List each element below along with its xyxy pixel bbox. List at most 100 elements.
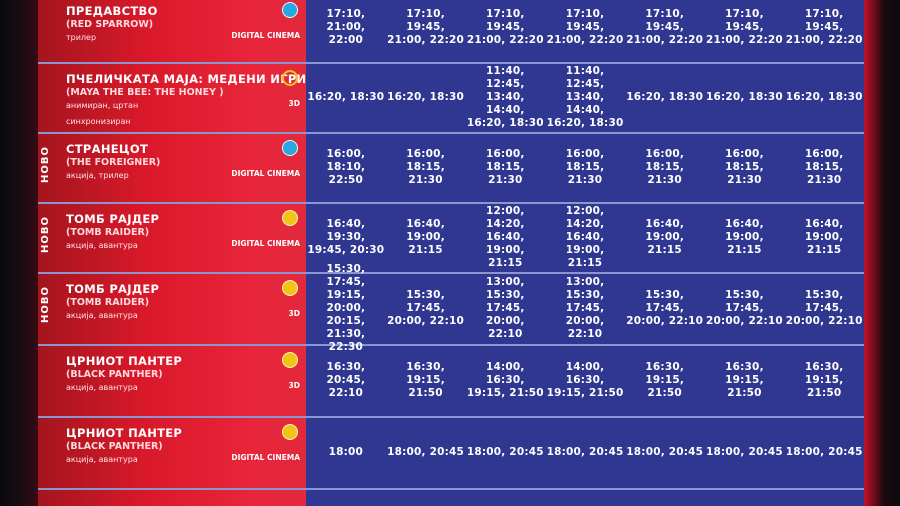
- movie-original-title: (RED SPARROW): [66, 19, 154, 30]
- showtime-cell[interactable]: 11:40, 12:45, 13:40, 14:40, 16:20, 18:30: [546, 64, 624, 129]
- showtime-cell[interactable]: 17:10, 19:45, 21:00, 22:20: [546, 7, 624, 46]
- showtime-cell[interactable]: 14:00, 16:30, 19:15, 21:50: [546, 360, 624, 399]
- rating-badge-icon: [282, 70, 298, 86]
- movie-original-title: (TOMB RAIDER): [66, 227, 150, 238]
- movie-info: ПРЕДАВСТВО (RED SPARROW) трилер DIGITAL CIN…: [38, 0, 306, 62]
- showtime-cell[interactable]: 15:30, 17:45, 20:00, 22:10: [387, 288, 465, 327]
- movie-row: НОВО ТОМБ РАЈДЕР (TOMB RAIDER) акција, аван…: [38, 202, 864, 274]
- projection-format: DIGITAL CINEMA: [231, 453, 300, 462]
- showtime-cell[interactable]: 17:10, 19:45, 21:00, 22:20: [785, 7, 863, 46]
- showtime-cell[interactable]: 12:00, 14:20, 16:40, 19:00, 21:15: [565, 204, 605, 269]
- movie-genre: акција, трилер: [66, 171, 129, 180]
- showtime-cell[interactable]: 11:40, 12:45, 13:40, 14:40, 16:20, 18:30: [466, 64, 544, 129]
- showtime-cell[interactable]: 16:20, 18:30: [387, 90, 465, 103]
- showtimes: 18:00 18:00, 20:45 18:00, 20:45 18:00, 20:4…: [306, 416, 864, 488]
- showtime-cell[interactable]: 16:30, 19:15, 21:50: [804, 360, 844, 399]
- showtime-cell[interactable]: 16:30, 20:45, 22:10: [326, 360, 366, 399]
- showtime-cell[interactable]: 15:30, 17:45, 20:00, 22:10: [785, 288, 863, 327]
- showtime-cell[interactable]: 16:00, 18:15, 21:30: [485, 147, 525, 186]
- showtime-cell[interactable]: 13:00, 15:30, 17:45, 20:00, 22:10: [565, 275, 605, 340]
- showtime-cell[interactable]: 12:00, 14:20, 16:40, 19:00, 21:15: [485, 204, 525, 269]
- showtime-cell[interactable]: 17:10, 21:00, 22:00: [326, 7, 366, 46]
- movie-genre: анимиран, цртан: [66, 101, 139, 110]
- movie-original-title: (TOMB RAIDER): [66, 297, 150, 308]
- movie-row: НОВО СТРАНЕЦОТ (THE FOREIGNER) акција, трил…: [38, 132, 864, 204]
- projection-format: 3D: [288, 309, 300, 318]
- showtime-cell[interactable]: 18:00, 20:45: [785, 445, 863, 458]
- new-release-label: НОВО: [40, 216, 51, 253]
- movie-title: ЦРНИОТ ПАНТЕР: [66, 426, 183, 440]
- showtimes: 15:30, 17:45, 19:15, 20:00, 20:15, 21:30…: [306, 262, 864, 353]
- showtime-cell[interactable]: 17:10, 19:45, 21:00, 22:20: [706, 7, 783, 46]
- showtime-cell[interactable]: 16:30, 19:15, 21:50: [725, 360, 764, 399]
- showtime-cell[interactable]: 16:30, 19:15, 21:50: [645, 360, 685, 399]
- movie-original-title: (BLACK PANTHER): [66, 441, 163, 452]
- showtime-cell[interactable]: 18:00, 20:45: [466, 445, 544, 458]
- movie-title: СТРАНЕЦОТ: [66, 142, 149, 156]
- movie-info: ЦРНИОТ ПАНТЕР (BLACK PANTHER) акција, аван…: [38, 344, 306, 416]
- showtime-cell[interactable]: 18:00, 20:45: [387, 445, 465, 458]
- showtime-cell[interactable]: 13:00, 15:30, 17:45, 20:00, 22:10: [485, 275, 525, 340]
- movie-title: ТОМБ РАЈДЕР: [66, 212, 160, 226]
- movie-title: ПРЕДАВСТВО: [66, 4, 158, 18]
- monitor-bezel-right: [864, 0, 900, 506]
- showtime-cell[interactable]: 16:00, 18:15, 21:30: [725, 147, 764, 186]
- movie-title: ТОМБ РАЈДЕР: [66, 282, 160, 296]
- showtime-cell[interactable]: 18:00, 20:45: [706, 445, 783, 458]
- new-release-label: НОВО: [40, 286, 51, 323]
- showtime-cell[interactable]: 16:20, 18:30: [706, 90, 783, 103]
- showtime-cell[interactable]: 15:30, 17:45, 20:00, 22:10: [626, 288, 704, 327]
- showtime-cell[interactable]: 18:00: [328, 445, 364, 458]
- rating-badge-icon: [282, 140, 298, 156]
- showtime-cell[interactable]: 16:40, 19:00, 21:15: [804, 217, 844, 256]
- showtime-cell[interactable]: 17:10, 19:45, 21:00, 22:20: [626, 7, 704, 46]
- showtime-cell[interactable]: 16:00, 18:10, 22:50: [326, 147, 366, 186]
- movie-row: ЦРНИОТ ПАНТЕР (BLACK PANTHER) акција, аван…: [38, 344, 864, 418]
- showtime-cell[interactable]: 16:00, 18:15, 21:30: [645, 147, 685, 186]
- movie-original-title: (MAYA THE BEE: THE HONEY ): [66, 87, 224, 98]
- showtime-cell[interactable]: 16:40, 19:30, 19:45, 20:30: [307, 217, 385, 256]
- showtime-cell[interactable]: 16:00, 18:15, 21:30: [565, 147, 605, 186]
- showtime-cell[interactable]: 16:40, 19:00, 21:15: [725, 217, 764, 256]
- showtime-cell[interactable]: 16:20, 18:30: [785, 90, 863, 103]
- projection-format: 3D: [288, 381, 300, 390]
- projection-format: DIGITAL CINEMA: [231, 31, 300, 40]
- movie-info: НОВО СТРАНЕЦОТ (THE FOREIGNER) акција, трил…: [38, 132, 306, 202]
- movie-title: ЦРНИОТ ПАНТЕР: [66, 354, 183, 368]
- movie-info: ЦРНИОТ ПАНТЕР (BLACK PANTHER) акција, аван…: [38, 416, 306, 488]
- rating-badge-icon: [282, 424, 298, 440]
- rating-badge-icon: [282, 280, 298, 296]
- rating-badge-icon: [282, 210, 298, 226]
- showtime-cell[interactable]: 15:30, 17:45, 19:15, 20:00, 20:15, 21:30…: [326, 262, 366, 353]
- movie-genre: акција, авантура: [66, 383, 138, 392]
- showtime-cell[interactable]: 16:40, 19:00, 21:15: [406, 217, 445, 256]
- showtime-cell[interactable]: 18:00, 20:45: [546, 445, 624, 458]
- movie-info: НОВО ТОМБ РАЈДЕР (TOMB RAIDER) акција, аван…: [38, 202, 306, 272]
- movie-genre: акција, авантура: [66, 241, 138, 250]
- showtime-cell[interactable]: 16:00, 18:15, 21:30: [804, 147, 844, 186]
- showtime-cell[interactable]: 16:30, 19:15, 21:50: [406, 360, 445, 399]
- showtime-cell[interactable]: 17:10, 19:45, 21:00, 22:20: [387, 7, 465, 46]
- new-release-label: НОВО: [40, 146, 51, 183]
- showtime-cell[interactable]: 16:20, 18:30: [626, 90, 704, 103]
- showtime-cell[interactable]: 17:10, 19:45, 21:00, 22:20: [466, 7, 544, 46]
- rating-badge-icon: [282, 352, 298, 368]
- showtime-cell[interactable]: 14:00, 16:30, 19:15, 21:50: [466, 360, 544, 399]
- movie-row: ЦРНИОТ ПАНТЕР (BLACK PANTHER) акција, аван…: [38, 416, 864, 490]
- showtimes: 16:40, 19:30, 19:45, 20:30 16:40, 19:00, …: [306, 202, 864, 272]
- projection-format: 3D: [288, 99, 300, 108]
- showtime-cell[interactable]: 18:00, 20:45: [626, 445, 704, 458]
- showtime-cell[interactable]: 16:20, 18:30: [307, 90, 385, 103]
- movie-genre: акција, авантура: [66, 311, 138, 320]
- movie-row: ПРЕДАВСТВО (RED SPARROW) трилер DIGITAL CIN…: [38, 0, 864, 64]
- movie-info: НОВО ТОМБ РАЈДЕР (TOMB RAIDER) акција, аван…: [38, 272, 306, 344]
- movie-language-note: синхронизиран: [66, 117, 131, 126]
- movie-genre: трилер: [66, 33, 97, 42]
- showtimes: 16:00, 18:10, 22:50 16:00, 18:15, 21:30 16…: [306, 132, 864, 202]
- showtime-cell[interactable]: 16:40, 19:00, 21:15: [645, 217, 685, 256]
- movie-row: ПЧЕЛИЧКАТА МАЈА: МЕДЕНИ ИГРИ (MAYA THE BE…: [38, 62, 864, 134]
- showtimes: 16:30, 20:45, 22:10 16:30, 19:15, 21:50 14…: [306, 344, 864, 416]
- showtime-cell[interactable]: 16:00, 18:15, 21:30: [406, 147, 445, 186]
- projection-format: DIGITAL CINEMA: [231, 239, 300, 248]
- showtime-cell[interactable]: 15:30, 17:45, 20:00, 22:10: [706, 288, 783, 327]
